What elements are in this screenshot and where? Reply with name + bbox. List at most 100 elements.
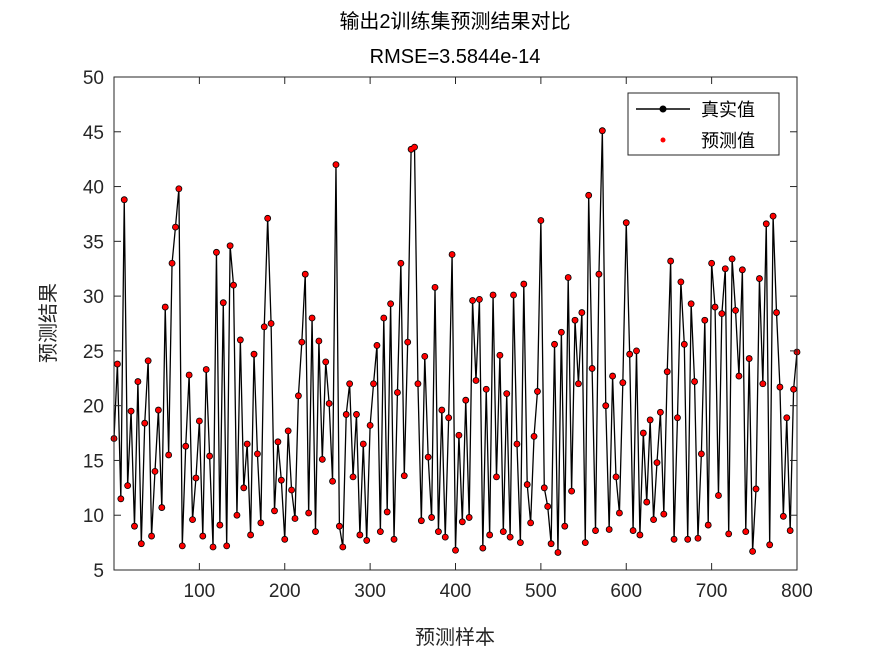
- predicted-point: [428, 514, 435, 521]
- predicted-point: [616, 510, 623, 516]
- predicted-point: [131, 523, 138, 529]
- predicted-point: [674, 415, 681, 421]
- predicted-point: [548, 541, 554, 547]
- predicted-point: [326, 400, 332, 407]
- predicted-point: [630, 527, 636, 534]
- predicted-point: [207, 453, 213, 459]
- predicted-point: [722, 266, 728, 272]
- y-tick-label: 30: [83, 287, 104, 308]
- predicted-point: [271, 508, 278, 514]
- predicted-point: [196, 418, 202, 424]
- predicted-point: [709, 260, 715, 266]
- predicted-point: [609, 373, 616, 379]
- predicted-point: [138, 541, 144, 547]
- predicted-point: [251, 351, 257, 357]
- predicted-point: [746, 355, 752, 362]
- predicted-point: [241, 485, 247, 491]
- predicted-point: [415, 381, 421, 387]
- predicted-point: [285, 428, 291, 434]
- y-axis: 5 10 15 20 25 30 35 40 45 50: [83, 68, 797, 582]
- predicted-point: [569, 488, 575, 494]
- predicted-point: [469, 297, 476, 304]
- predicted-point: [340, 544, 346, 550]
- predicted-point: [432, 284, 438, 290]
- predicted-point: [705, 522, 711, 528]
- predicted-point: [370, 381, 377, 387]
- predicted-point: [200, 533, 206, 539]
- predicted-point: [121, 197, 127, 203]
- x-tick-label: 500: [525, 581, 557, 602]
- predicted-point: [579, 309, 585, 316]
- y-tick-label: 10: [83, 506, 104, 527]
- y-tick-label: 25: [83, 342, 104, 363]
- y-tick-label: 40: [83, 178, 104, 199]
- predicted-point: [538, 217, 544, 224]
- predicted-point: [220, 300, 226, 306]
- predicted-point: [596, 271, 602, 277]
- predicted-point: [394, 389, 401, 396]
- predicted-point: [524, 481, 530, 488]
- predicted-point: [135, 378, 141, 385]
- predicted-point: [142, 420, 148, 426]
- predicted-point: [712, 304, 718, 310]
- x-axis-label: 预测样本: [415, 626, 495, 649]
- predicted-point: [582, 540, 588, 546]
- x-tick-label: 200: [269, 581, 301, 602]
- predicted-point: [760, 381, 766, 387]
- predicted-point: [248, 532, 254, 538]
- predicted-point: [763, 221, 769, 227]
- predicted-point: [500, 529, 506, 535]
- predicted-point: [114, 361, 121, 367]
- predicted-point: [743, 529, 749, 535]
- x-tick-label: 400: [440, 581, 472, 602]
- plot-area: [110, 127, 801, 556]
- predicted-point: [230, 282, 237, 288]
- predicted-point: [449, 251, 455, 258]
- predicted-point: [575, 381, 582, 387]
- predicted-point: [288, 487, 295, 493]
- legend-marker-true: [659, 105, 667, 113]
- predicted-point: [534, 388, 541, 395]
- predicted-point: [507, 534, 513, 540]
- predicted-point: [336, 523, 342, 529]
- predicted-point: [152, 468, 158, 474]
- chart-title: 输出2训练集预测结果对比: [339, 10, 570, 33]
- predicted-point: [606, 526, 612, 533]
- predicted-point: [179, 543, 185, 549]
- y-tick-label: 15: [83, 451, 104, 472]
- predicted-point: [790, 386, 797, 392]
- predicted-point: [176, 186, 182, 192]
- predicted-point: [159, 504, 165, 511]
- predicted-point: [435, 529, 442, 535]
- predicted-point: [292, 515, 298, 522]
- predicted-point: [309, 315, 315, 321]
- predicted-point: [463, 397, 469, 403]
- predicted-point: [282, 536, 288, 542]
- predicted-point: [319, 456, 325, 462]
- predicted-point: [166, 452, 172, 458]
- predicted-point: [401, 473, 407, 479]
- predicted-point: [739, 267, 745, 273]
- predicted-point: [599, 128, 605, 134]
- predicted-point: [637, 532, 643, 538]
- predicted-point: [316, 338, 322, 344]
- predicted-point: [750, 548, 756, 554]
- predicted-point: [227, 243, 233, 249]
- predicted-point: [384, 509, 390, 515]
- predicted-point: [439, 407, 445, 413]
- predicted-point: [780, 513, 786, 519]
- predicted-point: [644, 499, 650, 505]
- predicted-point: [148, 533, 155, 539]
- predicted-point: [719, 311, 725, 317]
- predicted-point: [732, 307, 739, 313]
- predicted-point: [695, 535, 701, 541]
- legend-label-true: 真实值: [701, 100, 755, 120]
- predicted-point: [224, 543, 230, 549]
- predicted-point: [473, 377, 479, 384]
- predicted-point: [411, 144, 418, 150]
- x-tick-label: 600: [610, 581, 642, 602]
- predicted-point: [244, 441, 250, 447]
- predicted-point: [254, 451, 261, 457]
- x-axis: 100 200 300 400 500 600 700 800: [184, 77, 813, 602]
